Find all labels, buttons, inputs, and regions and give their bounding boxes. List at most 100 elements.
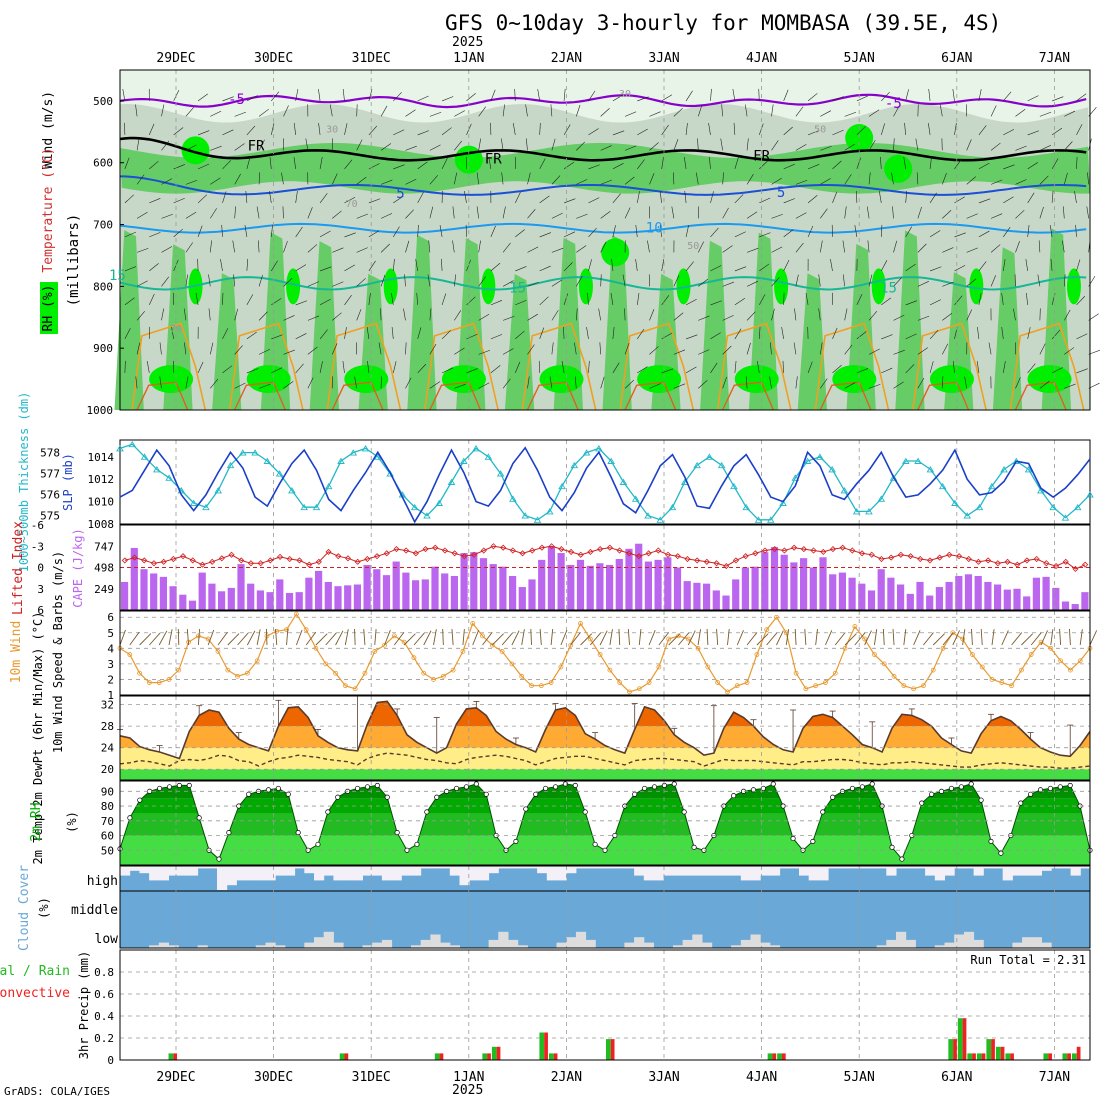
wind-barb	[842, 240, 845, 253]
dewpoint-line	[119, 752, 1091, 769]
wind-barb-10m	[119, 629, 126, 646]
wind-barb	[832, 96, 844, 102]
li-point	[461, 553, 468, 560]
wind-barb	[820, 145, 832, 151]
wind-barb-10m	[1059, 629, 1062, 646]
wind-barb	[1039, 343, 1046, 355]
wind-barb	[478, 382, 490, 389]
wind-barb	[183, 308, 187, 321]
wind-barb-10m	[246, 630, 256, 646]
wind-barb	[695, 172, 699, 185]
thickness-point	[496, 470, 505, 477]
wind-barb-10m	[697, 629, 702, 646]
wind-speed-point	[166, 677, 172, 682]
cloud-low-fill	[740, 939, 751, 948]
wind-barb-10m	[1050, 629, 1054, 646]
wind-barb	[234, 173, 241, 185]
wind-barb	[685, 90, 693, 102]
cloud-high-clear	[236, 866, 247, 881]
wind-barb	[429, 144, 441, 151]
rh-point	[671, 781, 677, 787]
wind-barb	[417, 363, 427, 374]
cape-frame	[119, 524, 1091, 611]
wind-barb	[807, 195, 818, 204]
wind-barb-10m	[971, 629, 973, 646]
top-day-label: 1JAN	[453, 51, 484, 66]
wind-barb	[527, 376, 530, 389]
wind-barb	[928, 122, 931, 135]
cloud-high-clear	[469, 866, 480, 881]
wind-barb	[233, 274, 235, 287]
wind-barb	[393, 195, 404, 204]
wind-barb	[368, 292, 371, 305]
wind-barb	[783, 126, 793, 136]
wind-barb	[878, 191, 882, 203]
wind-barb	[661, 94, 673, 102]
wind-speed-point	[587, 636, 593, 642]
cloud-low-fill	[517, 945, 528, 948]
cape-bar	[392, 561, 400, 610]
wind-speed-point	[421, 670, 427, 676]
rh-bright-cell	[871, 268, 886, 305]
wind-barb	[966, 309, 973, 321]
wind-barb	[600, 376, 605, 389]
pressure-tick-label: 600	[93, 157, 113, 170]
wind-barb-10m	[1079, 629, 1083, 646]
wind-speed-point	[793, 670, 799, 676]
bottom-day-label: 5JAN	[844, 1070, 875, 1085]
precip-convective-bar	[544, 1032, 548, 1060]
wind-barb	[661, 295, 670, 306]
wind-speed-point	[489, 642, 495, 648]
wind-barb	[818, 308, 821, 321]
wind-barb	[978, 198, 991, 204]
wind-barb	[610, 293, 614, 305]
thickness-point	[226, 461, 235, 469]
wind-barb	[820, 208, 828, 219]
rh-point	[453, 785, 460, 791]
wind-speed-point	[754, 652, 760, 657]
isotherm-label: 10	[646, 221, 663, 237]
wind-barb	[405, 377, 412, 389]
wind-tick-label: 3	[107, 658, 114, 671]
wind-barb	[502, 378, 511, 389]
rh-point	[691, 844, 697, 850]
precip-convective-bar	[953, 1039, 957, 1060]
top-day-label: 2JAN	[551, 51, 582, 66]
cloud-low-fill	[682, 939, 693, 948]
cloud-high-clear	[149, 866, 160, 881]
cloud-high-clear	[1002, 866, 1013, 881]
wind-barb	[490, 300, 503, 306]
wind-barb	[978, 89, 982, 101]
wind-barb-10m	[393, 631, 405, 646]
cloud-low-fill	[508, 939, 519, 948]
wind-barb	[588, 90, 596, 102]
wind-barb	[405, 240, 410, 253]
wind-barb	[683, 157, 687, 169]
cloud-high-clear	[284, 866, 296, 876]
wind-barb	[197, 93, 208, 102]
wind-barb	[502, 280, 514, 287]
rh-point	[978, 797, 984, 803]
wind-barb-10m	[609, 629, 613, 646]
rh-axis-label: RH (%)	[41, 285, 56, 332]
li-point	[306, 561, 313, 568]
cloud-low-fill	[255, 945, 266, 948]
cloud-high-clear	[692, 866, 703, 876]
rh-point	[384, 794, 390, 800]
wind-barb	[673, 275, 680, 287]
li-point	[1062, 558, 1069, 565]
wind-speed-point	[470, 621, 476, 626]
wind-speed-point	[342, 683, 348, 689]
wind-barb	[332, 210, 342, 219]
wind-barb	[685, 334, 698, 340]
wind-barb	[1051, 367, 1063, 374]
cloud-low-fill	[304, 942, 315, 948]
wind-barb	[661, 157, 664, 169]
cloud-high-clear	[1012, 866, 1023, 876]
isotherm-25	[624, 381, 677, 411]
temp-tick-label: 32	[101, 699, 114, 712]
cloud-low-fill	[634, 937, 645, 948]
wind-barb-10m	[275, 629, 278, 646]
thickness-point	[766, 516, 775, 523]
cloud-low-fill	[1012, 942, 1023, 948]
